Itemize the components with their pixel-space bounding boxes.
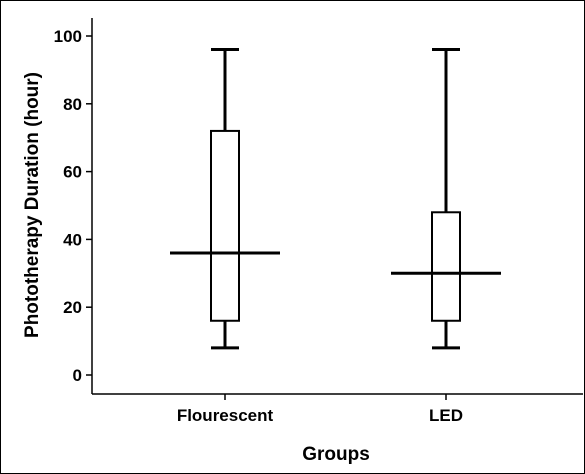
y-tick-label: 40 bbox=[63, 230, 82, 249]
x-axis-title: Groups bbox=[302, 444, 370, 465]
iqr-box bbox=[431, 211, 461, 322]
iqr-box bbox=[210, 129, 240, 322]
box-group bbox=[391, 48, 501, 350]
y-tick-label: 80 bbox=[63, 95, 82, 114]
box-group bbox=[170, 48, 280, 350]
y-axis-title: Phototherapy Duration (hour) bbox=[22, 72, 43, 338]
x-tick-label: LED bbox=[429, 406, 463, 425]
boxes bbox=[170, 48, 501, 350]
y-tick-label: 0 bbox=[73, 366, 82, 385]
x-ticks: Flourescent LED bbox=[177, 394, 463, 425]
x-tick-label: Flourescent bbox=[177, 406, 274, 425]
axes bbox=[91, 18, 583, 395]
y-tick-label: 100 bbox=[54, 27, 82, 46]
y-tick-label: 20 bbox=[63, 298, 82, 317]
y-ticks: 0 20 40 60 80 100 bbox=[54, 27, 92, 385]
y-tick-label: 60 bbox=[63, 163, 82, 182]
